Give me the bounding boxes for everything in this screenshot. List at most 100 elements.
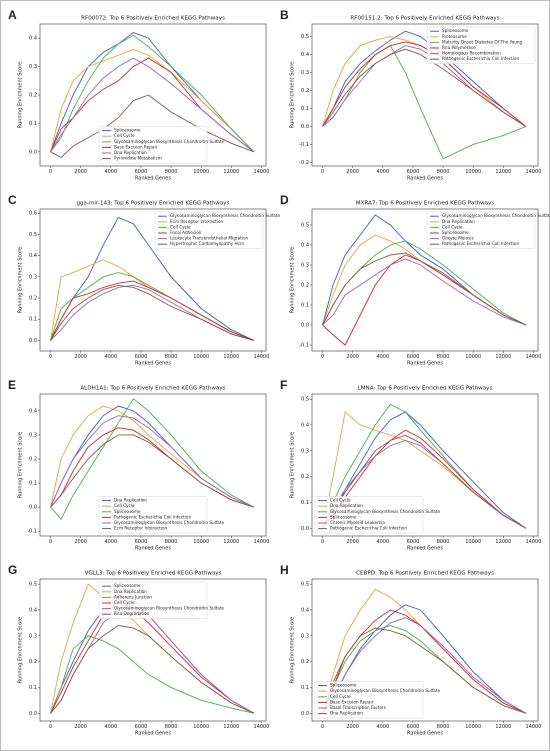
y-tick-label: 0.5 [301, 582, 309, 588]
y-tick-label: 0.0 [29, 338, 37, 344]
legend-label: Pathogenic Escherichia Coli Infection [114, 514, 191, 519]
y-tick-label: 0.3 [29, 274, 37, 280]
series-line [322, 252, 527, 326]
chart-title: ALDH1A1: Top 6 Positively Enriched KEGG … [80, 386, 225, 392]
series-line [50, 284, 255, 341]
y-tick-label: 0.1 [29, 121, 37, 127]
legend-label: Pyrimidine Metabolism [114, 156, 162, 161]
x-tick-label: 12000 [495, 724, 511, 730]
y-tick-label: -0.1 [27, 529, 37, 535]
subplot: D MXRA7: Top 6 Positively Enriched KEGG P… [280, 193, 550, 366]
y-tick-label: 0.2 [29, 456, 37, 462]
x-tick-label: 14000 [254, 169, 270, 175]
x-tick-label: 12000 [223, 354, 239, 360]
x-tick-label: 12000 [495, 539, 511, 545]
y-tick-label: 0.0 [29, 711, 37, 717]
legend-label: Chronic Myeloid Leukemia [330, 520, 385, 525]
series-line [322, 36, 527, 127]
x-tick-label: 0 [49, 724, 52, 730]
x-tick-label: 4000 [376, 169, 389, 175]
x-tick-label: 4000 [376, 724, 389, 730]
series-line [50, 398, 255, 520]
x-tick-label: 6000 [407, 354, 420, 360]
panel-label: E [8, 378, 16, 392]
chart-title: LMNA: Top 6 Positively Enriched KEGG Pat… [358, 386, 493, 392]
y-tick-label: 0.3 [29, 432, 37, 438]
x-tick-label: 12000 [495, 169, 511, 175]
y-tick-label: 0.3 [29, 633, 37, 639]
panel-label: F [280, 378, 287, 392]
chart-title: RF00151.2: Top 6 Positively Enriched KEG… [350, 16, 499, 22]
x-tick-label: 12000 [495, 354, 511, 360]
legend-label: Spliceosome [114, 583, 141, 588]
x-tick-label: 10000 [193, 354, 209, 360]
legend-label: Dna Replication [330, 711, 363, 716]
x-tick-label: 6000 [135, 354, 148, 360]
legend-label: Proteasome [442, 34, 467, 39]
plot-area [311, 208, 539, 352]
series-line [322, 434, 527, 529]
plot-area [311, 23, 539, 167]
y-tick-label: 0.1 [29, 481, 37, 487]
series-line [50, 57, 255, 153]
x-tick-label: 6000 [407, 169, 420, 175]
x-tick-label: 2000 [346, 169, 359, 175]
x-tick-label: 8000 [437, 354, 450, 360]
y-axis-label: Running Enrichment Score [18, 432, 24, 498]
y-tick-label: 0.0 [301, 711, 309, 717]
y-tick-label: 0.4 [29, 408, 37, 414]
x-axis-label: Ranked Genes [135, 176, 171, 182]
legend-box [426, 26, 536, 64]
series-line [50, 34, 255, 153]
x-axis-label: Ranked Genes [407, 361, 443, 367]
y-tick-label: 0.6 [29, 211, 37, 217]
plot-area [39, 208, 267, 352]
x-tick-label: 6000 [135, 724, 148, 730]
x-tick-label: 10000 [193, 724, 209, 730]
legend-label: Maturity Onset Diabetes Of The Young [442, 39, 523, 44]
x-tick-label: 4000 [104, 169, 117, 175]
legend-box [98, 496, 208, 534]
panel-label: B [280, 8, 289, 22]
x-tick-label: 14000 [254, 354, 270, 360]
x-axis-label: Ranked Genes [407, 546, 443, 552]
legend-label: Pathogenic Escherichia Coli Infection [442, 241, 519, 246]
x-axis-label: Ranked Genes [407, 731, 443, 737]
legend-label: Dna Replication [114, 589, 147, 594]
x-tick-label: 2000 [346, 354, 359, 360]
legend-label: Base Excision Repair [114, 144, 158, 149]
x-tick-label: 8000 [165, 169, 178, 175]
x-tick-label: 8000 [437, 724, 450, 730]
x-tick-label: 10000 [465, 169, 481, 175]
y-axis-label: Running Enrichment Score [18, 62, 24, 128]
x-tick-label: 14000 [526, 539, 542, 545]
series-line [50, 280, 255, 341]
legend-label: Spliceosome [330, 683, 357, 688]
y-tick-label: 0.3 [301, 633, 309, 639]
y-tick-label: 0.0 [301, 323, 309, 329]
x-axis-label: Ranked Genes [135, 546, 171, 552]
x-tick-label: 8000 [165, 724, 178, 730]
x-tick-label: 6000 [407, 539, 420, 545]
x-axis-label: Ranked Genes [135, 731, 171, 737]
legend-label: Glycosaminoglycan Biosynthesis Chondroit… [170, 213, 281, 218]
y-tick-label: 0.3 [29, 64, 37, 70]
chart-title: RF00072: Top 6 Positively Enriched KEGG … [81, 16, 225, 22]
subplot: B RF00151.2: Top 6 Positively Enriched KE… [280, 8, 541, 181]
legend-label: Spliceosome [114, 509, 141, 514]
legend-label: Cell Cycle [442, 224, 463, 229]
legend-label: Homologous Recombination [442, 51, 501, 56]
x-tick-label: 10000 [465, 354, 481, 360]
legend-label: Dna Replication [442, 219, 475, 224]
plot-area [39, 578, 267, 722]
x-tick-label: 2000 [74, 169, 87, 175]
series-line [50, 49, 255, 153]
legend-label: Cell Cycle [330, 694, 351, 699]
x-tick-label: 4000 [376, 539, 389, 545]
legend-label: Leukocyte Transendothelial Migration [170, 236, 249, 241]
x-tick-label: 10000 [465, 539, 481, 545]
legend-label: Dna Replication [330, 503, 363, 508]
x-tick-label: 2000 [346, 724, 359, 730]
y-axis-label: Running Enrichment Score [290, 247, 296, 313]
